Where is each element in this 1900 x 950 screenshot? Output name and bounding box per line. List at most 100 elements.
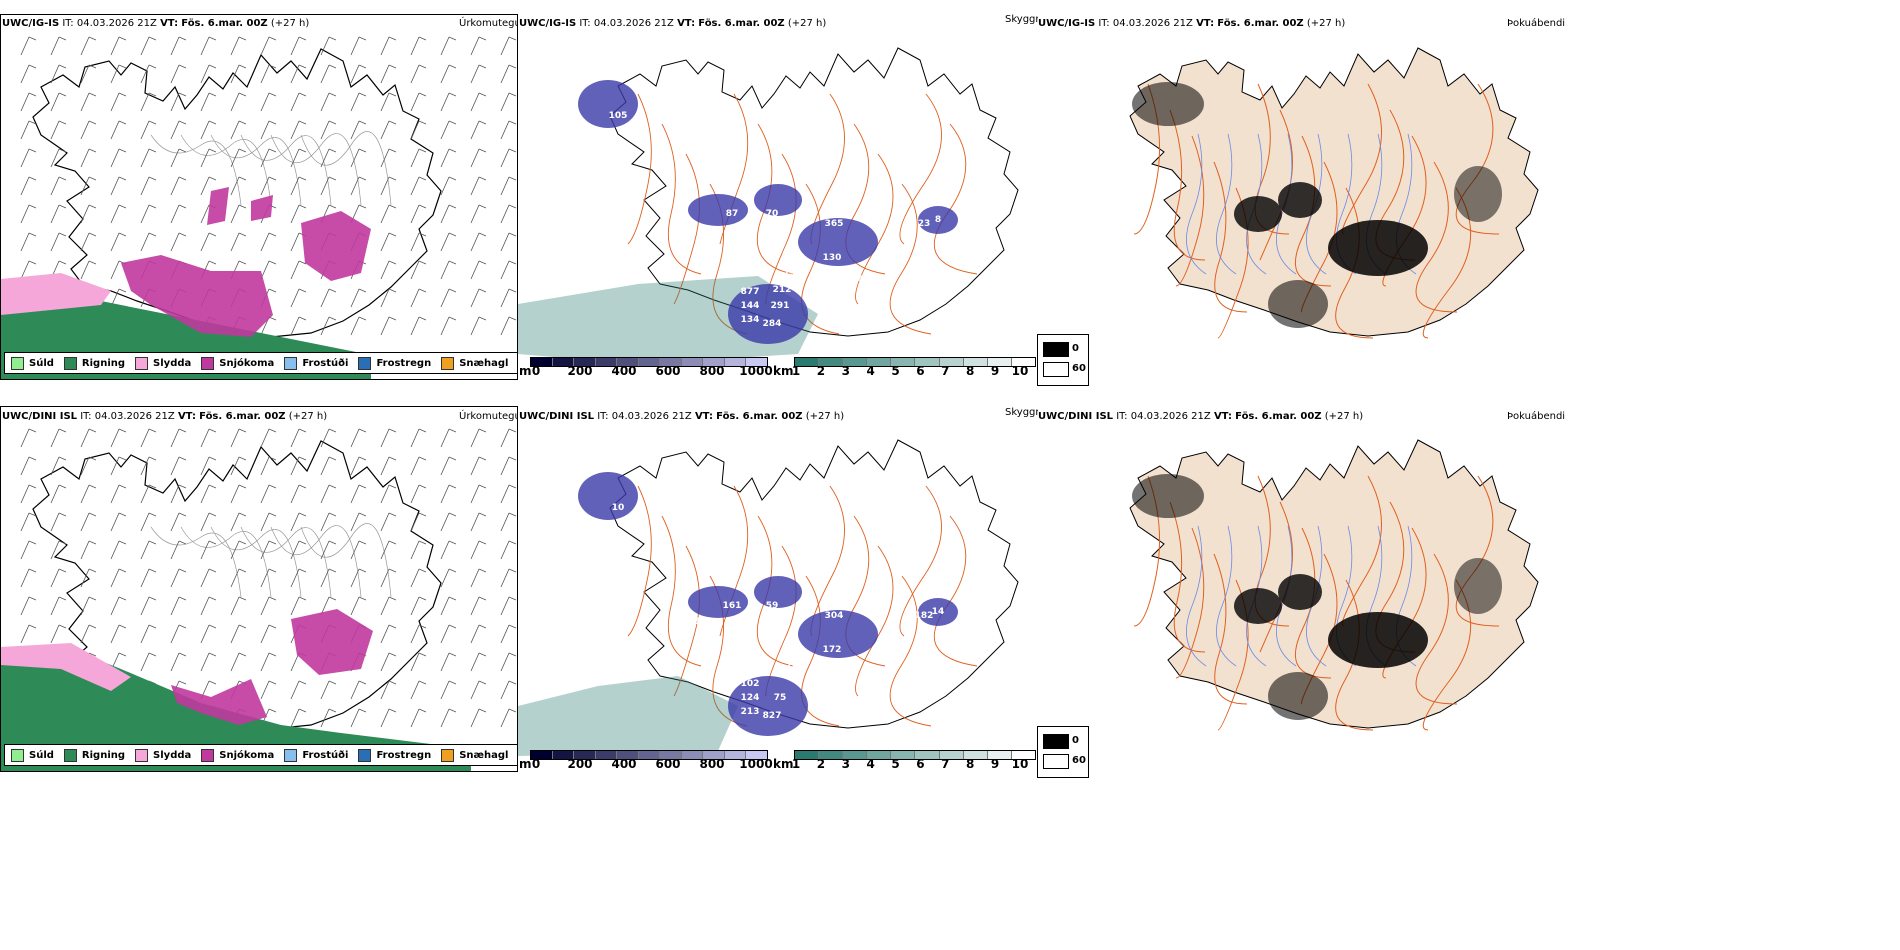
colorbar-step: [987, 358, 1012, 366]
wind-barb: [500, 36, 517, 56]
wind-barb: [500, 624, 517, 644]
wind-barb: [500, 512, 517, 532]
wind-barb: [50, 540, 67, 560]
snow-depth-label: 105: [609, 111, 628, 121]
wind-barb: [140, 36, 157, 56]
wind-barb: [110, 92, 127, 112]
road: [627, 485, 652, 637]
wind-barb: [80, 92, 97, 112]
legend-item: Snæhagl: [441, 748, 508, 762]
wind-barb: [50, 232, 67, 252]
fog-area: [1328, 220, 1428, 276]
wind-barb: [140, 428, 157, 448]
fog-map: [1129, 439, 1539, 731]
road: [1169, 501, 1206, 653]
wind-barb: [350, 120, 367, 140]
wind-barb: [170, 596, 187, 616]
wind-barb: [500, 316, 517, 336]
wind-barb: [380, 176, 397, 196]
panel-header: UWC/DINI ISL IT: 04.03.2026 21Z VT: Fös.…: [519, 411, 845, 422]
legend-label: Frostregn: [376, 749, 432, 761]
wind-barb: [470, 428, 487, 448]
wind-barb: [20, 624, 37, 644]
wind-barb: [380, 512, 397, 532]
wind-barb: [290, 708, 307, 728]
wind-barb: [470, 568, 487, 588]
wind-barb: [170, 624, 187, 644]
fog-area: [1454, 558, 1502, 614]
tick-label: 9: [990, 364, 1000, 378]
wind-barb: [500, 260, 517, 280]
tick-label: 5: [891, 364, 900, 378]
colorbar-step: [617, 751, 639, 759]
wind-barb: [260, 484, 277, 504]
tick-label: 8: [966, 757, 975, 771]
wind-barb: [80, 568, 97, 588]
legend-item: Frostúði: [284, 748, 348, 762]
snow-area: [171, 679, 267, 725]
wind-barb: [230, 624, 247, 644]
height-colorbar: [530, 750, 768, 760]
wind-barb: [320, 680, 337, 700]
colorbar-step: [724, 751, 747, 759]
fog-legend: 0 60: [1037, 726, 1089, 778]
panel-header: UWC/DINI ISL IT: 04.03.2026 21Z VT: Fös.…: [2, 411, 328, 422]
wind-barb: [80, 232, 97, 252]
wind-barb: [500, 456, 517, 476]
wind-barb: [200, 176, 217, 196]
wind-barb: [470, 624, 487, 644]
wind-barb: [500, 120, 517, 140]
wind-barb: [500, 680, 517, 700]
wind-barb: [290, 260, 307, 280]
colorbar-step: [915, 358, 940, 366]
wind-barb: [470, 680, 487, 700]
wind-barb: [500, 652, 517, 672]
snow-depth-label: 182: [915, 611, 934, 621]
wind-barb: [320, 288, 337, 308]
wind-barb: [80, 512, 97, 532]
wind-barb: [440, 624, 457, 644]
tick-label: 800: [699, 757, 725, 771]
wind-barb: [500, 176, 517, 196]
snow-depth-label: 299: [783, 269, 802, 279]
wind-barb: [440, 652, 457, 672]
wind-barb: [290, 568, 307, 588]
snow-area: [251, 195, 273, 221]
tick-label: 7: [941, 364, 950, 378]
wind-barb: [500, 64, 517, 84]
wind-barb: [260, 176, 277, 196]
wind-barb: [380, 36, 397, 56]
wind-barb: [350, 176, 367, 196]
wind-barb: [110, 36, 127, 56]
wind-barb: [500, 540, 517, 560]
legend-swatch: [358, 748, 372, 762]
tick-label: 4: [866, 364, 875, 378]
wind-barb: [380, 708, 397, 728]
tick-label: 200: [567, 364, 593, 378]
wind-barb: [50, 596, 67, 616]
legend-label: Slydda: [153, 749, 192, 761]
snow-depth-label: 161: [723, 601, 742, 611]
tick-label: 6: [916, 364, 925, 378]
wind-barb: [410, 540, 427, 560]
wind-barb: [200, 624, 217, 644]
wind-barb: [170, 456, 187, 476]
wind-barb: [230, 176, 247, 196]
wind-barb: [440, 176, 457, 196]
wind-barb: [110, 148, 127, 168]
snow-depth-label: 291: [771, 301, 790, 311]
colorbar-step: [1011, 751, 1035, 759]
tick-label: 400: [611, 364, 637, 378]
wind-barb: [80, 624, 97, 644]
wind-barb: [350, 568, 367, 588]
wind-barb: [380, 456, 397, 476]
fog-area: [1268, 672, 1328, 720]
wind-barb: [200, 428, 217, 448]
wind-barb: [440, 316, 457, 336]
wind-barb: [260, 36, 277, 56]
snow-depth-label: 304: [825, 611, 844, 621]
wind-barb: [350, 92, 367, 112]
colorbar-step: [795, 751, 820, 759]
legend-item: Slydda: [135, 356, 191, 370]
wind-barb: [380, 316, 397, 336]
